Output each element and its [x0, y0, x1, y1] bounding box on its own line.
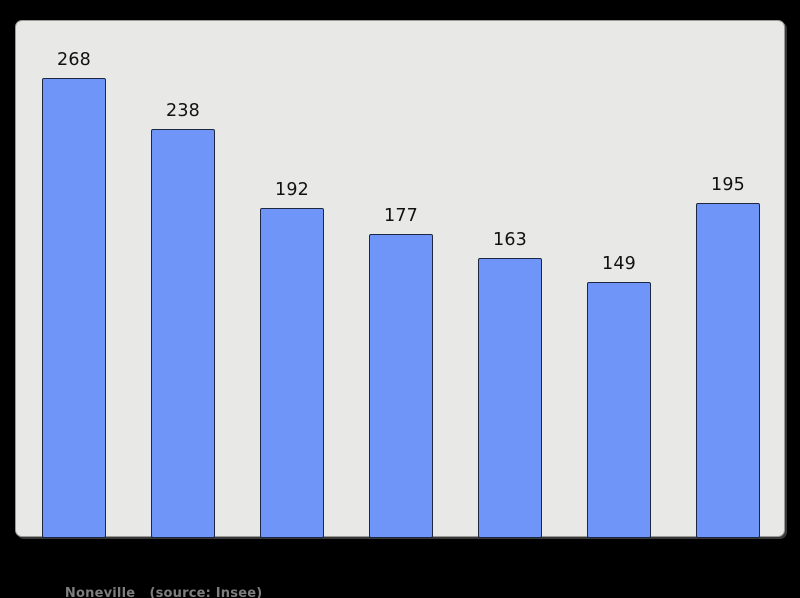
bar-group: 268 — [42, 21, 106, 538]
bar-group: 177 — [369, 21, 433, 538]
chart-caption: Noneville (source: Insee) — [46, 571, 262, 598]
bar[interactable] — [42, 77, 106, 538]
bar-value-label: 192 — [274, 180, 310, 201]
bar-value-label: 268 — [56, 49, 92, 70]
bars-layer: 268 238 192 177 163 149 195 — [16, 21, 786, 538]
bar[interactable] — [696, 203, 760, 538]
bar[interactable] — [260, 208, 324, 538]
bar-value-label: 177 — [383, 205, 419, 226]
bar-group: 149 — [587, 21, 651, 538]
plot-panel: 268 238 192 177 163 149 195 — [15, 20, 786, 538]
bar[interactable] — [478, 257, 542, 538]
bar-value-label: 163 — [492, 229, 528, 250]
bar[interactable] — [151, 129, 215, 538]
bar[interactable] — [587, 282, 651, 538]
caption-separator — [135, 586, 149, 598]
bar-group: 238 — [151, 21, 215, 538]
bar-group: 163 — [478, 21, 542, 538]
bar-value-label: 149 — [601, 254, 637, 275]
bar[interactable] — [369, 233, 433, 538]
bar-value-label: 195 — [710, 175, 746, 195]
caption-place: Noneville — [64, 586, 136, 598]
bar-group: 195 — [696, 21, 760, 538]
caption-source: (source: Insee) — [149, 586, 263, 598]
bar-group: 192 — [260, 21, 324, 538]
bar-value-label: 238 — [165, 101, 201, 122]
